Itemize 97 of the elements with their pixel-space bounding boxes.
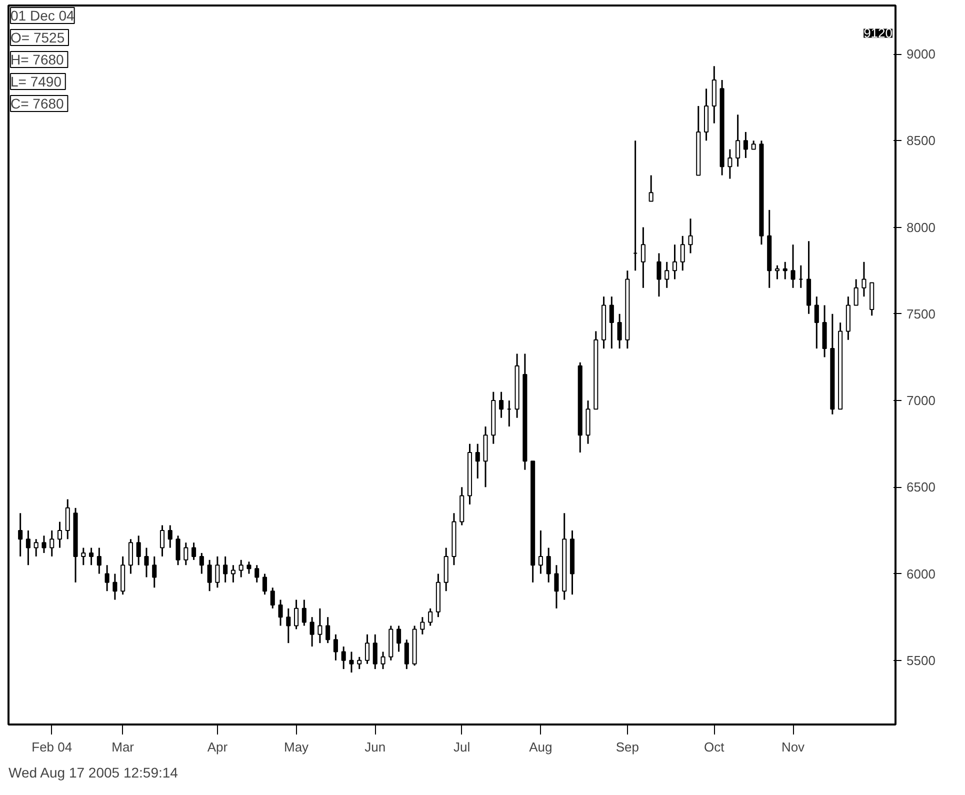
candlestick: [538, 530, 543, 575]
candlestick: [333, 634, 338, 662]
annotation: H= 7680: [10, 52, 64, 68]
y-tick-label: 6000: [906, 566, 936, 582]
x-tick-label: Jul: [454, 740, 470, 754]
candlestick: [728, 148, 732, 180]
candlestick: [774, 264, 780, 280]
candlestick: [664, 261, 670, 289]
candlestick: [688, 218, 693, 254]
x-tick-label: Jun: [364, 740, 386, 754]
candlestick: [782, 261, 788, 280]
candlestick: [262, 573, 268, 596]
y-tick-label: 7500: [906, 306, 936, 322]
candlestick: [349, 650, 354, 674]
candlestick: [160, 524, 165, 558]
candlestick: [648, 174, 654, 202]
x-tick-label: Aug: [529, 740, 552, 754]
candlestick: [26, 530, 30, 566]
candlestick: [380, 650, 386, 670]
y-tick-label: 9000: [906, 46, 936, 62]
candlestick: [310, 616, 314, 648]
candlestick: [278, 599, 283, 626]
candlestick: [96, 547, 102, 575]
candlestick: [199, 552, 204, 575]
candlestick: [404, 638, 409, 670]
candlestick: [81, 547, 86, 566]
candlestick: [128, 538, 133, 575]
y-tick-label: 5500: [906, 652, 936, 668]
candlestick: [42, 534, 46, 554]
candlestick: [302, 599, 306, 626]
x-tick-label: Feb 04: [32, 740, 72, 754]
candlestick: [814, 296, 819, 350]
candlestick: [144, 547, 149, 578]
candlestick: [254, 564, 260, 584]
candlestick: [736, 114, 740, 168]
candlestick: [168, 524, 172, 549]
candlestick: [50, 530, 54, 558]
candlestick: [326, 616, 330, 644]
candlestick: [364, 634, 370, 665]
annotation: L= 7490: [10, 74, 62, 90]
candlestick: [152, 556, 157, 588]
candlestick: [672, 244, 678, 280]
y-tick-label: 6500: [906, 480, 936, 495]
candlestick: [89, 547, 94, 566]
annotation: 9120: [864, 26, 892, 41]
candlestick: [372, 634, 378, 670]
candlestick: [862, 261, 866, 298]
candlestick: [680, 235, 685, 272]
text: Wed Aug 17 2005 12:59:14: [8, 764, 178, 780]
candlestick: [318, 608, 322, 644]
candlestick: [609, 296, 614, 350]
y-tick-label: 8000: [906, 220, 936, 235]
y-tick-label: 8500: [906, 133, 936, 148]
candlestick: [207, 559, 212, 592]
x-tick-label: Apr: [207, 740, 228, 754]
candlestick: [286, 608, 291, 644]
candlestick: [184, 542, 188, 566]
candlestick: [396, 624, 402, 652]
x-tick-label: Oct: [704, 740, 725, 754]
candlestick: [112, 573, 118, 601]
x-tick-label: Sep: [616, 740, 640, 754]
candlestick: [617, 313, 622, 350]
y-tick-label: 7000: [906, 393, 936, 408]
annotation: C= 7680: [10, 96, 64, 112]
candlestick: [230, 564, 236, 584]
x-tick-label: Mar: [112, 740, 135, 754]
candlestick: [475, 443, 480, 480]
candlestick: [743, 131, 748, 159]
candlestick: [357, 656, 362, 670]
candlestick: [192, 542, 196, 561]
candlestick: [499, 391, 504, 419]
annotation: 01 Dec 04: [10, 8, 75, 24]
candlestick: [34, 538, 38, 558]
candlestick: [57, 521, 62, 549]
annotation: O= 7525: [10, 30, 65, 46]
candlestick: [640, 226, 646, 289]
x-tick-label: Nov: [781, 740, 806, 754]
candlestick: [854, 278, 858, 306]
candlestick: [341, 646, 346, 670]
candlestick: [656, 252, 662, 298]
candlestick: [294, 599, 299, 630]
candlestick: [238, 559, 244, 578]
candlestick: [136, 534, 141, 566]
candlestick: [270, 586, 275, 610]
candlestick: [246, 560, 252, 575]
candlestick: [420, 616, 425, 636]
candlestick: [546, 547, 551, 584]
candlestick: [554, 564, 559, 610]
candlestick: [790, 244, 796, 289]
candlestick: [104, 564, 110, 592]
candlestick: [65, 498, 70, 540]
candlestick: [176, 534, 180, 566]
candlestick: [223, 556, 228, 584]
x-tick-label: May: [284, 740, 310, 754]
candlestick: [215, 556, 220, 588]
candlestick: [428, 608, 433, 626]
candlestick: [18, 512, 23, 558]
